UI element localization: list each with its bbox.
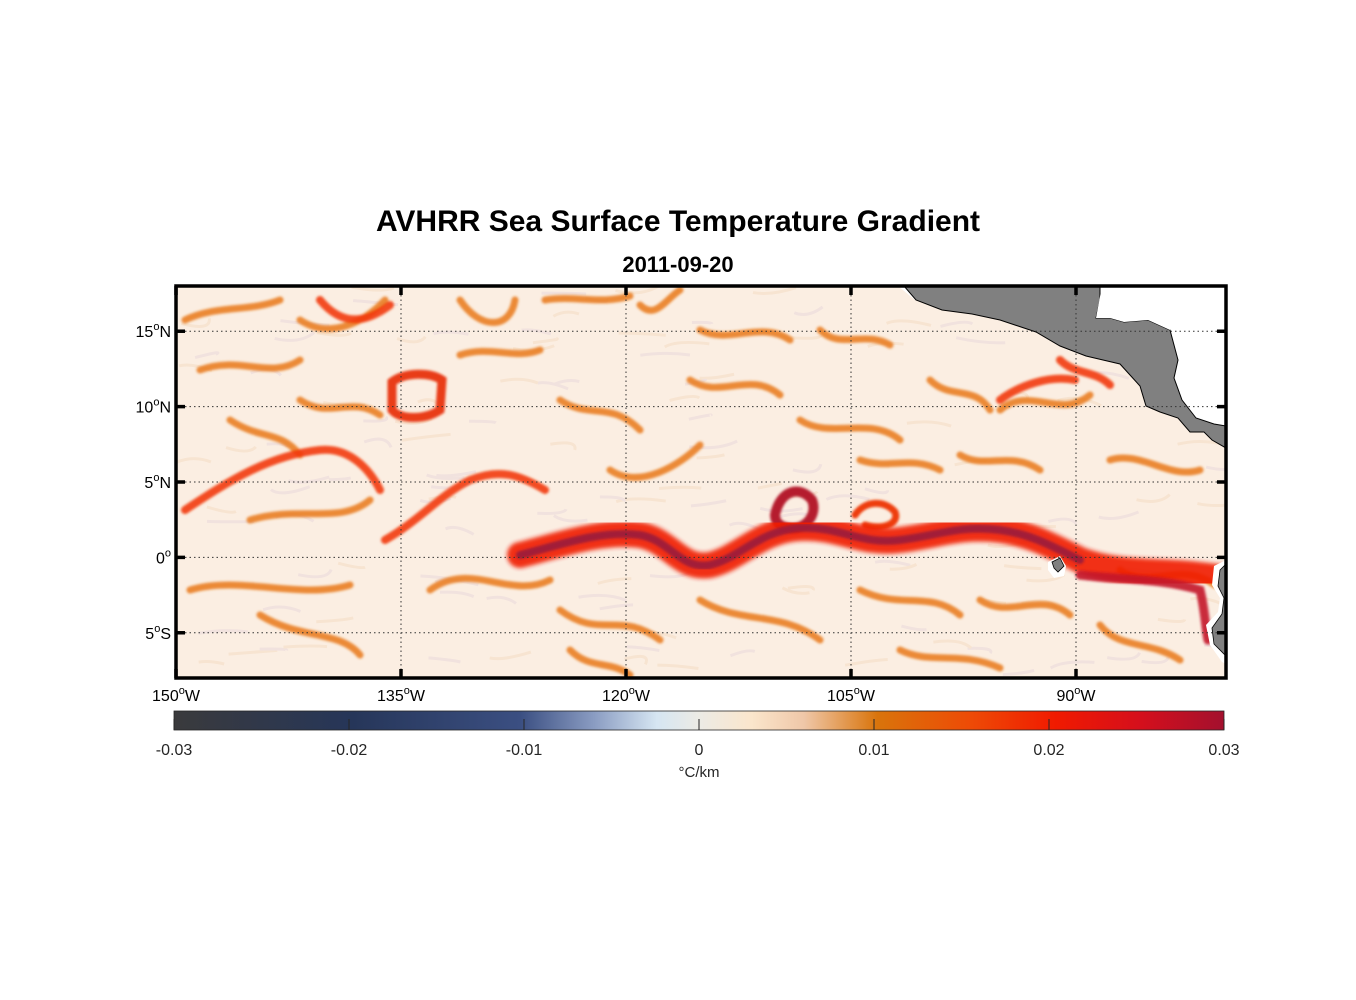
equatorial-front bbox=[507, 514, 1226, 645]
colorbar-tick-label: 0.02 bbox=[1033, 742, 1064, 759]
colorbar-tick-label: 0.03 bbox=[1208, 742, 1239, 759]
colorbar-tick-label: -0.01 bbox=[506, 742, 543, 759]
colorbar: -0.03 -0.02 -0.01 0 0.01 0.02 0.03 bbox=[156, 710, 1240, 759]
longitude-labels: 150oW 135oW 120oW 105oW 90oW bbox=[152, 685, 1096, 705]
colorbar-tick-label: 0 bbox=[695, 742, 704, 759]
latitude-label: 5oN bbox=[144, 472, 171, 492]
map-subtitle: 2011-09-20 bbox=[622, 252, 734, 277]
eddy-filaments bbox=[181, 286, 1219, 678]
land-galapagos bbox=[1048, 556, 1066, 578]
map-ticks bbox=[174, 286, 1226, 678]
longitude-label: 90oW bbox=[1056, 685, 1096, 705]
colorbar-unit-label: °C/km bbox=[678, 764, 720, 781]
latitude-label: 15oN bbox=[136, 321, 171, 341]
colorbar-tick-label: 0.01 bbox=[858, 742, 889, 759]
longitude-label: 120oW bbox=[602, 685, 651, 705]
colorbar-tick-label: -0.03 bbox=[156, 742, 193, 759]
gradient-field bbox=[176, 286, 1226, 678]
latitude-label: 10oN bbox=[136, 397, 171, 417]
colorbar-ticks bbox=[173, 719, 1225, 730]
colorbar-tick-label: -0.02 bbox=[331, 742, 368, 759]
colorbar-tick-labels: -0.03 -0.02 -0.01 0 0.01 0.02 0.03 bbox=[156, 742, 1240, 759]
longitude-label: 105oW bbox=[827, 685, 876, 705]
longitude-label: 150oW bbox=[152, 685, 201, 705]
latitude-labels: 15oN 10oN 5oN 0o 5oS bbox=[136, 321, 171, 643]
latitude-label: 0o bbox=[156, 547, 171, 567]
latitude-label: 5oS bbox=[145, 623, 171, 643]
map-title: AVHRR Sea Surface Temperature Gradient bbox=[375, 205, 981, 238]
land-central-america bbox=[898, 286, 1226, 449]
longitude-label: 135oW bbox=[377, 685, 426, 705]
